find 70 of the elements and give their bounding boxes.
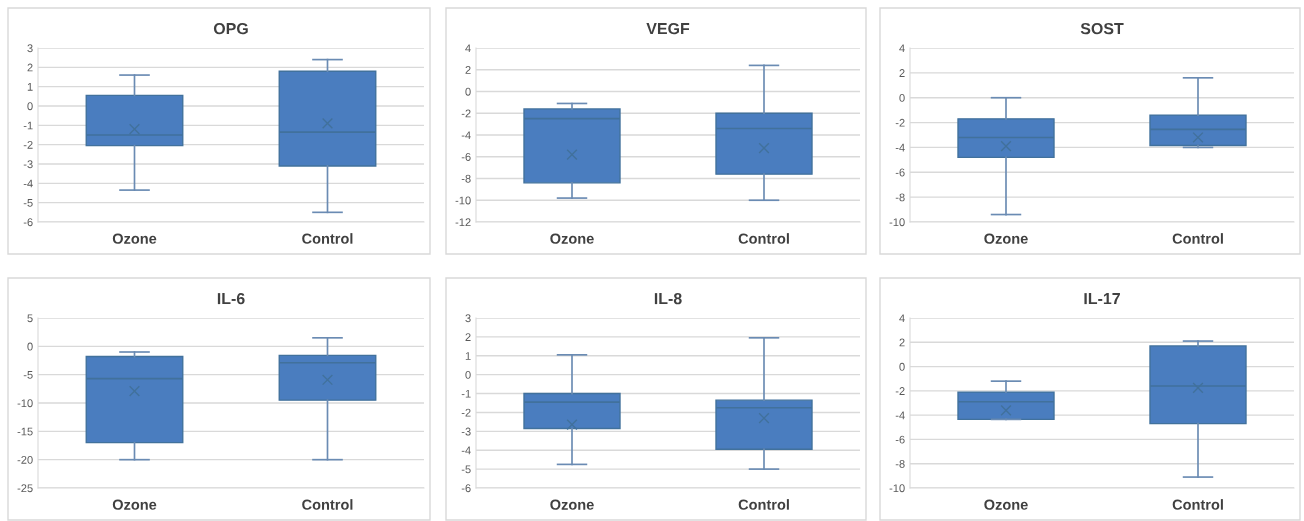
y-tick-label: -1 [23,121,33,130]
y-tick-label: 4 [465,44,471,53]
y-tick-label: -2 [461,109,471,118]
y-tick-label: 5 [27,314,33,323]
chart-title: IL-6 [217,292,245,305]
y-tick-label: -8 [461,174,471,183]
chart-title: IL-17 [1084,293,1120,305]
y-tick-label: -2 [461,408,471,417]
y-tick-label: 2 [899,338,905,347]
y-tick-label: 0 [27,342,33,351]
y-tick-label: -6 [23,218,33,227]
y-tick-label: -25 [17,484,33,493]
y-tick-label: -4 [23,179,33,188]
x-tick-label: Ozone [112,499,157,510]
y-tick-label: -10 [17,399,33,408]
y-tick-label: 1 [27,83,33,91]
x-tick-label: Ozone [984,233,1028,244]
y-tick-label: -15 [17,427,33,436]
y-tick-label: -5 [23,371,33,379]
y-tick-label: -8 [895,459,905,468]
y-tick-label: -4 [461,446,471,455]
y-tick-label: 2 [27,63,33,72]
chart-title: IL-8 [654,292,682,305]
y-tick-label: -4 [461,131,471,140]
y-tick-label: -4 [895,143,905,152]
y-tick-label: -6 [461,484,471,493]
y-tick-label: -10 [889,218,905,227]
y-tick-label: -6 [895,168,905,177]
chart-title: VEGF [646,22,690,35]
y-tick-label: -2 [895,118,905,127]
y-tick-label: 4 [899,314,905,323]
y-tick-label: -3 [23,160,33,169]
y-tick-label: -10 [889,484,905,493]
chart-title: OPG [213,22,248,35]
x-tick-label: Control [1172,499,1223,510]
y-tick-label: -8 [895,193,905,202]
y-tick-label: -1 [461,389,471,398]
y-tick-label: -4 [895,411,905,420]
x-tick-label: Control [738,499,789,510]
y-tick-label: 2 [465,66,471,74]
y-tick-label: -6 [895,435,905,444]
y-tick-label: -5 [23,199,33,207]
x-tick-label: Control [302,499,353,510]
y-tick-label: -2 [895,387,905,395]
y-tick-label: 0 [899,362,905,371]
x-tick-label: Ozone [984,499,1028,510]
x-tick-label: Control [738,233,789,244]
y-tick-label: 2 [465,333,471,341]
x-tick-label: Control [302,233,353,244]
y-tick-label: 0 [465,370,471,379]
x-tick-label: Ozone [112,233,157,244]
y-tick-label: 3 [27,44,33,53]
y-tick-label: 2 [899,69,905,77]
x-tick-label: Ozone [550,233,594,244]
y-tick-label: -3 [461,427,471,436]
y-tick-label: 0 [27,102,33,111]
x-tick-label: Ozone [550,499,594,510]
chart-title: SOST [1080,22,1124,35]
y-tick-label: 0 [465,87,471,96]
y-tick-label: -6 [461,153,471,161]
y-tick-label: -20 [17,455,33,464]
y-tick-label: -10 [455,196,471,205]
x-tick-label: Control [1172,233,1223,244]
y-tick-label: -5 [461,465,471,474]
y-tick-label: -12 [455,218,471,227]
y-tick-label: 3 [465,314,471,323]
y-tick-label: -2 [23,140,33,149]
y-tick-label: 1 [465,352,471,360]
y-tick-label: 4 [899,44,905,53]
y-tick-label: 0 [899,93,905,102]
